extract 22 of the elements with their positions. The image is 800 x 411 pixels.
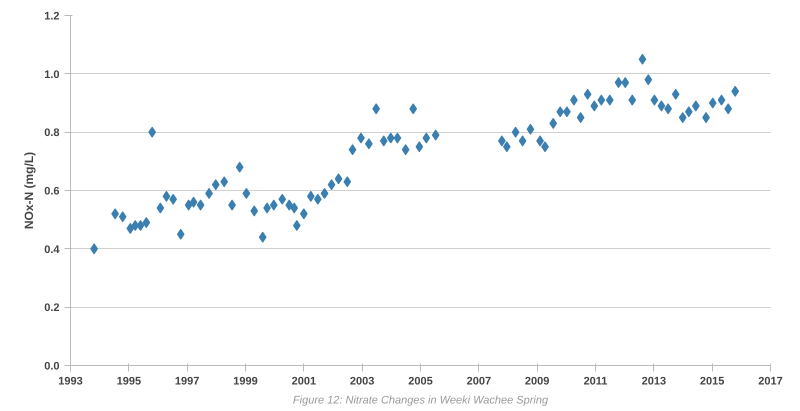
y-tick-label: 0.8: [44, 127, 60, 140]
x-tick-label: 2017: [758, 376, 783, 388]
x-tick-label: 2001: [292, 376, 316, 388]
x-tick-label: 2003: [350, 376, 374, 388]
x-tick-label: 2011: [584, 376, 608, 388]
x-tick-label: 1997: [174, 376, 200, 388]
x-tick-label: 2013: [642, 376, 666, 388]
x-tick-label: 1999: [233, 376, 258, 388]
x-tick-label: 2005: [408, 376, 433, 388]
y-tick-label: 0.2: [44, 302, 60, 314]
y-tick-label: 0.6: [44, 186, 60, 198]
y-tick-label: 0.4: [44, 244, 60, 256]
y-tick-label: 0.0: [44, 360, 60, 372]
x-tick-label: 2009: [524, 376, 550, 388]
x-tick-label: 2007: [466, 376, 492, 388]
x-tick-label: 1993: [58, 376, 83, 388]
x-tick-label: 1995: [116, 376, 142, 388]
y-axis-title: NOx-N (mg/L): [22, 152, 36, 230]
x-tick-label: 2015: [700, 376, 724, 388]
y-tick-label: 1.0: [44, 68, 60, 81]
caption: Figure 12: Nitrate Changes in Weeki Wachee Spring: [292, 394, 549, 406]
y-tick-label: 1.2: [44, 10, 60, 22]
